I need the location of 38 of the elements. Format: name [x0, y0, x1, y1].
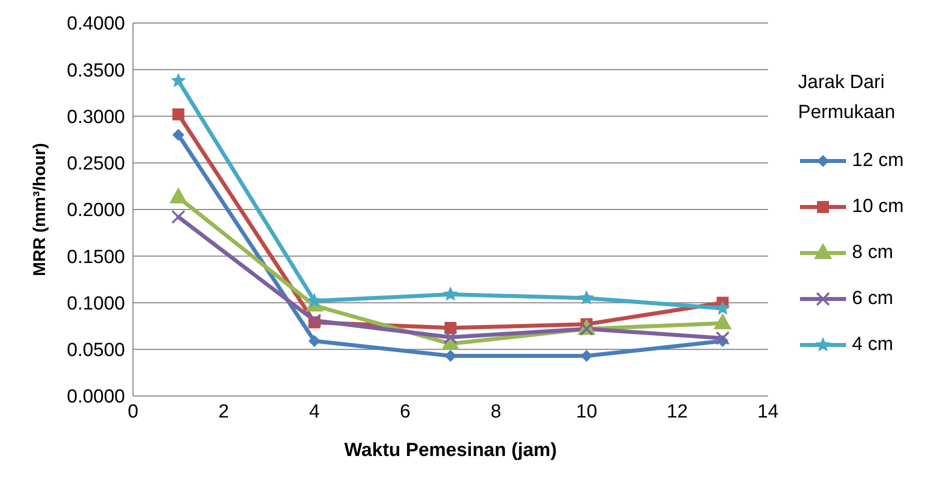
x-tick-label: 0: [128, 401, 138, 422]
y-tick-label: 0.0000: [66, 386, 125, 408]
point: [715, 300, 730, 315]
point: [170, 72, 186, 88]
y-tick-label: 0.4000: [66, 14, 125, 35]
x-tick-label: 8: [490, 401, 502, 422]
legend-label: 8 cm: [852, 241, 894, 265]
legend-title: Jarak Dari Permukaan: [798, 71, 896, 125]
x-tick-label: 4: [309, 401, 320, 422]
point: [306, 292, 322, 308]
point: [716, 331, 730, 346]
legend-label: 12 cm: [852, 149, 904, 173]
x-tick-label: 6: [400, 401, 410, 422]
point: [171, 210, 186, 224]
point: [172, 108, 184, 120]
point: [172, 128, 184, 141]
point: [444, 350, 456, 362]
x-tick-label: 10: [576, 401, 598, 422]
x-tick-label: 2: [218, 401, 230, 422]
y-tick-label: 0.3500: [66, 60, 125, 82]
x-tick-label: 12: [666, 401, 688, 422]
point: [442, 286, 458, 301]
legend-label: 4 cm: [852, 333, 894, 357]
y-tick-label: 0.2500: [66, 154, 125, 175]
point: [308, 334, 320, 347]
y-tick-label: 0.3000: [66, 106, 125, 128]
legend-label: 6 cm: [852, 287, 894, 311]
legend-label: 10 cm: [852, 195, 904, 219]
y-tick-label: 0.0500: [66, 340, 125, 362]
y-tick-label: 0.1000: [66, 293, 125, 314]
point: [307, 313, 322, 328]
y-tick-label: 0.1500: [66, 246, 125, 268]
x-tick-label: 14: [757, 401, 779, 422]
x-axis-title: Waktu Pemesinan (jam): [344, 440, 557, 461]
y-axis-title: MRR (mm³/hour): [30, 142, 49, 276]
point: [580, 350, 593, 362]
point: [578, 290, 594, 305]
y-tick-label: 0.2000: [66, 200, 125, 222]
